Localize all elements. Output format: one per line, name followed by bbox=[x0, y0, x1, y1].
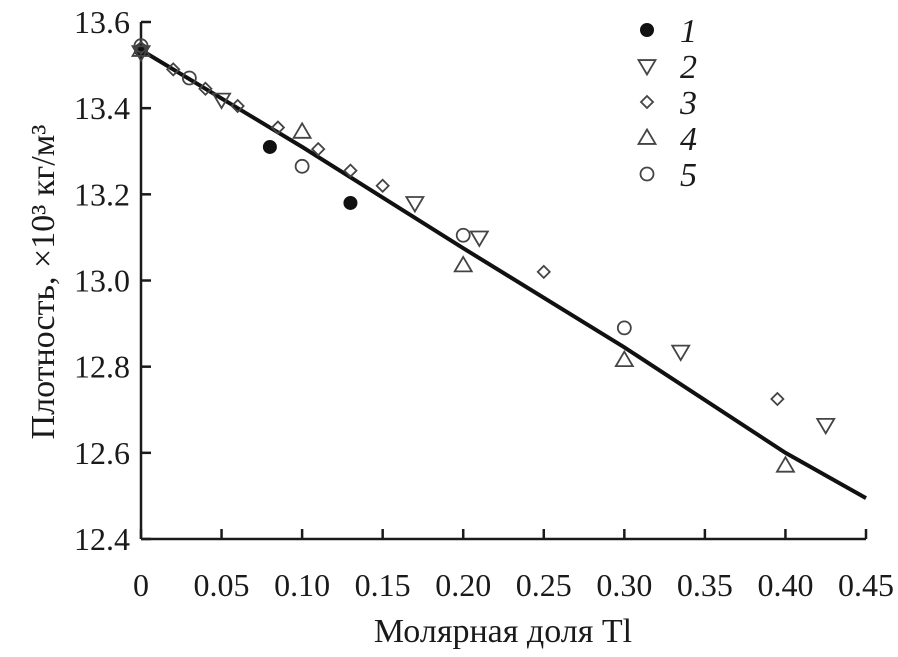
y-tick-label: 13.6 bbox=[74, 4, 130, 40]
data-point-series-3 bbox=[230, 98, 245, 114]
data-point-series-4 bbox=[453, 255, 474, 273]
data-point-series-4 bbox=[614, 349, 635, 368]
data-point-series-4 bbox=[775, 455, 796, 473]
data-point-series-2 bbox=[211, 92, 232, 110]
y-tick-label: 13.4 bbox=[74, 90, 130, 126]
y-tick-label: 13.0 bbox=[74, 263, 130, 299]
data-point-series-5 bbox=[455, 227, 471, 243]
data-point-series-4 bbox=[292, 121, 313, 139]
data-point-series-4 bbox=[130, 39, 152, 57]
x-tick-label: 0.30 bbox=[596, 567, 652, 603]
legend-label-2: 2 bbox=[680, 49, 697, 86]
x-tick-label: 0.05 bbox=[194, 567, 250, 603]
x-tick-label: 0.15 bbox=[355, 567, 411, 603]
legend-marker-3 bbox=[639, 94, 655, 110]
data-point-series-3 bbox=[133, 40, 149, 56]
y-tick-label: 12.4 bbox=[74, 521, 130, 557]
x-tick-label: 0.40 bbox=[757, 567, 813, 603]
x-tick-label: 0 bbox=[133, 567, 149, 603]
legend-label-1: 1 bbox=[680, 13, 697, 50]
data-point-series-2 bbox=[815, 417, 836, 436]
fit-line bbox=[139, 48, 867, 500]
x-tick-label: 0.25 bbox=[516, 567, 572, 603]
data-point-series-3 bbox=[536, 264, 552, 280]
legend-marker-5 bbox=[639, 166, 655, 182]
data-point-series-5 bbox=[294, 158, 310, 174]
data-point-series-3 bbox=[343, 163, 358, 178]
data-point-series-2 bbox=[404, 196, 425, 214]
data-point-series-3 bbox=[770, 391, 785, 407]
data-point-series-3 bbox=[198, 81, 213, 97]
data-point-series-5 bbox=[616, 320, 632, 336]
y-tick-label: 12.6 bbox=[74, 435, 130, 471]
x-tick-label: 0.10 bbox=[274, 567, 330, 603]
x-ticks: 0 0.05 0.10 0.15 0.20 0.25 0.30 0.35 0.40 0.45 bbox=[133, 529, 894, 603]
y-tick-label: 12.8 bbox=[74, 349, 130, 385]
data-point-series-1 bbox=[343, 195, 358, 210]
legend-label-5: 5 bbox=[680, 157, 697, 194]
legend-label-4: 4 bbox=[680, 121, 697, 158]
data-point-series-1 bbox=[262, 139, 277, 154]
data-point-series-5 bbox=[133, 38, 149, 54]
data-point-series-2 bbox=[130, 45, 152, 63]
legend-marker-1 bbox=[640, 23, 654, 37]
data-point-series-3 bbox=[270, 120, 286, 135]
x-tick-label: 0.35 bbox=[677, 567, 733, 603]
y-axis-label: Плотность, ×10³ кг/м³ bbox=[25, 125, 62, 440]
legend-label-3: 3 bbox=[679, 85, 697, 122]
y-ticks: 12.4 12.6 12.8 13.0 13.2 13.4 13.6 bbox=[74, 4, 151, 557]
data-point-series-5 bbox=[181, 70, 197, 86]
x-tick-label: 0.20 bbox=[435, 567, 491, 603]
y-tick-label: 13.2 bbox=[74, 176, 130, 212]
axes bbox=[139, 22, 866, 541]
x-tick-label: 0.45 bbox=[838, 567, 894, 603]
data-point-series-3 bbox=[310, 141, 326, 157]
legend-marker-2 bbox=[636, 59, 658, 77]
data-points bbox=[130, 38, 836, 473]
data-point-series-3 bbox=[375, 178, 390, 193]
data-point-series-2 bbox=[469, 230, 490, 248]
data-point-series-2 bbox=[670, 344, 691, 362]
legend-marker-4 bbox=[636, 127, 658, 145]
x-axis-label: Молярная доля Tl bbox=[374, 613, 632, 650]
data-point-series-3 bbox=[165, 62, 181, 77]
